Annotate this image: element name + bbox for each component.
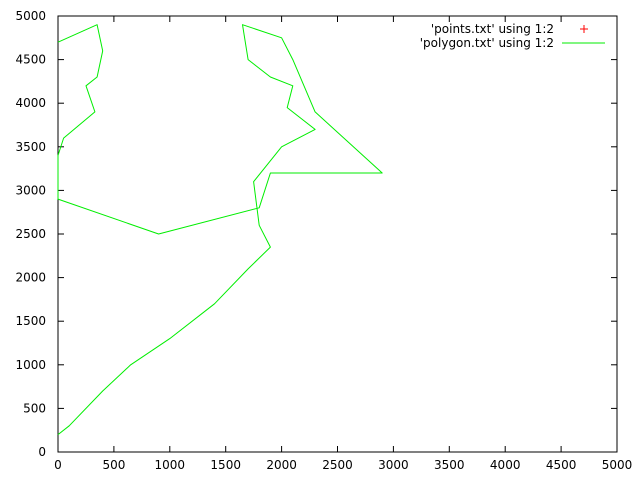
x-tick-label: 2000 <box>266 458 297 472</box>
legend-label-polygon: 'polygon.txt' using 1:2 <box>420 36 554 50</box>
x-tick-label: 5000 <box>602 458 633 472</box>
y-tick-label: 2000 <box>15 271 46 285</box>
y-tick-label: 4000 <box>15 96 46 110</box>
legend-label-points: 'points.txt' using 1:2 <box>431 22 554 36</box>
y-tick-label: 3500 <box>15 140 46 154</box>
y-tick-label: 500 <box>23 401 46 415</box>
legend-marker-points <box>580 25 588 33</box>
x-tick-label: 4000 <box>490 458 521 472</box>
series-layer <box>57 24 383 435</box>
x-tick-label: 1000 <box>155 458 186 472</box>
polygon-line <box>57 24 383 435</box>
x-tick-label: 3000 <box>378 458 409 472</box>
x-tick-labels: 0 500 1000 1500 2000 2500 3000 3500 4000 4500 5000 <box>54 458 632 472</box>
tick-marks <box>57 15 618 453</box>
y-tick-label: 2500 <box>15 227 46 241</box>
y-tick-labels: 0 500 1000 1500 2000 2500 3000 3500 4000 4500 5000 <box>15 9 46 459</box>
y-tick-label: 0 <box>38 445 46 459</box>
x-tick-label: 2500 <box>322 458 353 472</box>
x-tick-label: 500 <box>102 458 125 472</box>
legend: 'points.txt' using 1:2 'polygon.txt' usi… <box>420 22 605 50</box>
y-tick-label: 4500 <box>15 53 46 67</box>
y-tick-label: 1500 <box>15 314 46 328</box>
y-tick-label: 3000 <box>15 183 46 197</box>
y-tick-label: 1000 <box>15 358 46 372</box>
x-tick-label: 4500 <box>546 458 577 472</box>
x-tick-label: 0 <box>54 458 62 472</box>
x-tick-label: 3500 <box>434 458 465 472</box>
axes-frame <box>57 15 618 453</box>
x-tick-label: 1500 <box>210 458 241 472</box>
y-tick-label: 5000 <box>15 9 46 23</box>
